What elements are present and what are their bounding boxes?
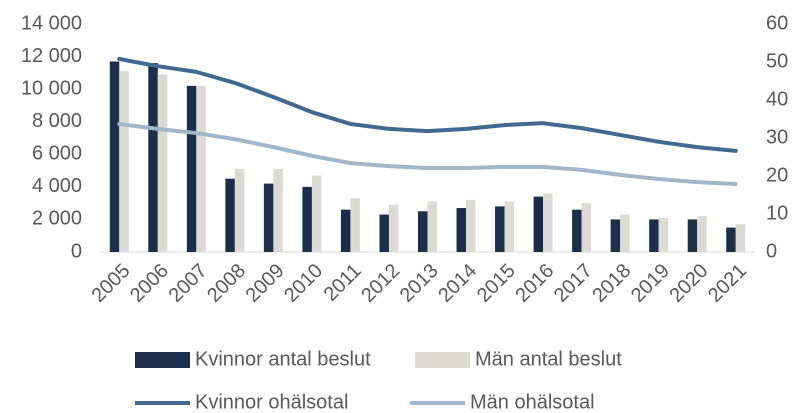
- x-tick-label: 2016: [511, 260, 558, 307]
- y2-tick-label: 50: [766, 50, 788, 72]
- x-tick-label: 2014: [434, 260, 481, 307]
- bar: [148, 63, 158, 253]
- bar: [533, 196, 544, 252]
- bar: [466, 199, 476, 252]
- x-tick-label: 2005: [88, 260, 135, 307]
- legend-swatch: [415, 352, 470, 368]
- y-tick-label: 12 000: [21, 45, 82, 67]
- bar: [350, 198, 360, 252]
- bar: [581, 203, 592, 252]
- x-tick-label: 2013: [396, 260, 443, 307]
- bar: [109, 61, 120, 253]
- bar: [119, 71, 129, 252]
- bar: [658, 217, 669, 252]
- y2-tick-label: 0: [766, 240, 777, 262]
- legend-label: Kvinnor ohälsotal: [195, 391, 348, 413]
- x-tick-label: 2009: [242, 260, 289, 307]
- bar: [572, 209, 582, 252]
- x-tick-label: 2021: [704, 260, 751, 307]
- x-tick-label: 2007: [165, 260, 212, 307]
- legend-swatch: [135, 352, 190, 368]
- y-tick-label: 4 000: [32, 175, 82, 197]
- x-tick-label: 2018: [588, 260, 635, 307]
- y2-tick-label: 30: [766, 126, 788, 148]
- bar: [735, 224, 746, 252]
- y2-tick-label: 10: [766, 202, 788, 224]
- legend-label: Män antal beslut: [475, 348, 622, 370]
- bar: [302, 186, 312, 252]
- bar: [234, 168, 245, 252]
- bar: [620, 214, 630, 252]
- bar: [196, 85, 206, 252]
- bar: [495, 206, 505, 252]
- x-tick-label: 2017: [550, 260, 597, 307]
- y-tick-label: 8 000: [32, 110, 82, 132]
- x-tick-label: 2019: [627, 260, 674, 307]
- y-tick-label: 2 000: [32, 208, 82, 230]
- x-tick-label: 2015: [473, 260, 520, 307]
- bar: [273, 168, 283, 252]
- bar: [379, 214, 389, 252]
- bar: [186, 85, 197, 252]
- y-tick-label: 6 000: [32, 143, 82, 165]
- x-tick-label: 2020: [665, 260, 712, 307]
- bar: [687, 219, 698, 252]
- bar: [697, 216, 707, 252]
- bar: [649, 219, 659, 252]
- bar: [726, 227, 736, 252]
- x-tick-label: 2012: [357, 260, 404, 307]
- bar: [388, 204, 399, 252]
- bar: [340, 209, 351, 252]
- bar: [543, 193, 553, 252]
- bar: [418, 211, 428, 252]
- line: [117, 56, 738, 153]
- line: [117, 121, 738, 186]
- bar: [610, 219, 621, 252]
- bar: [504, 201, 515, 252]
- x-tick-label: 2011: [320, 260, 366, 306]
- y2-tick-label: 20: [766, 164, 788, 186]
- bar: [456, 208, 467, 252]
- bar: [157, 74, 168, 252]
- y-tick-label: 14 000: [21, 12, 82, 34]
- x-tick-label: 2010: [280, 260, 327, 307]
- bar: [311, 175, 322, 252]
- y2-tick-label: 40: [766, 88, 788, 110]
- bar: [263, 183, 274, 252]
- y2-tick-label: 60: [766, 12, 788, 34]
- bar: [427, 201, 437, 252]
- x-tick-label: 2008: [203, 260, 250, 307]
- y-tick-label: 0: [71, 240, 82, 262]
- x-tick-label: 2006: [126, 260, 173, 307]
- bar: [225, 178, 235, 252]
- legend-label: Kvinnor antal beslut: [195, 348, 371, 370]
- y-tick-label: 10 000: [21, 77, 82, 99]
- legend-label: Män ohälsotal: [470, 391, 595, 413]
